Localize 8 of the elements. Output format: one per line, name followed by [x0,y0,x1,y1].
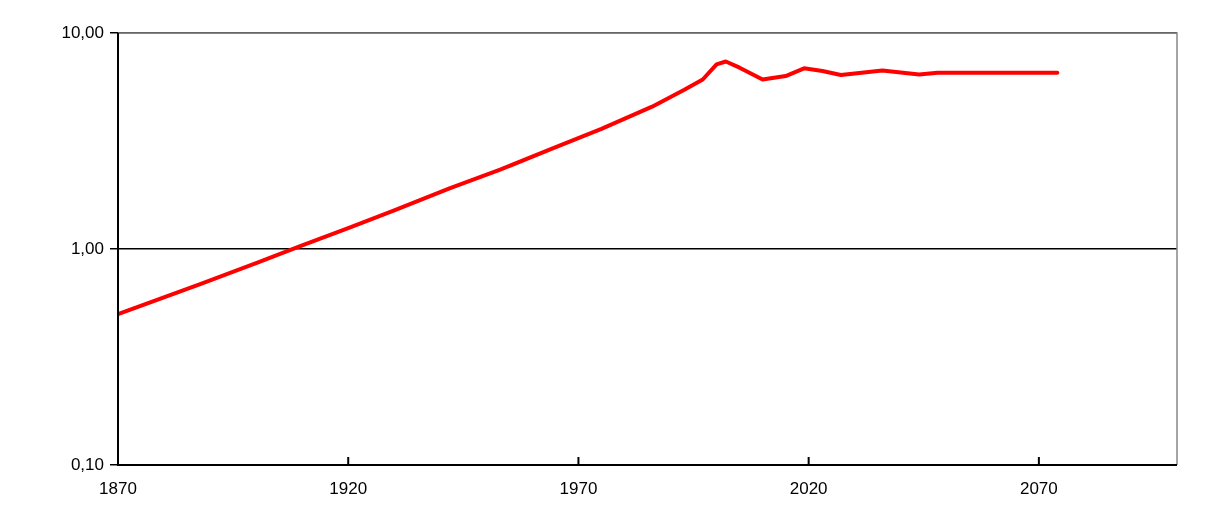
x-tick-label: 1920 [329,478,368,498]
x-tick-label: 1970 [559,478,598,498]
x-tick-label: 2070 [1019,478,1058,498]
y-tick-label: 10,00 [61,22,104,42]
x-tick-label: 2020 [789,478,828,498]
x-tick-label: 1870 [99,478,137,498]
y-tick-label: 0,10 [70,454,104,474]
y-tick-label: 1,00 [70,238,104,258]
